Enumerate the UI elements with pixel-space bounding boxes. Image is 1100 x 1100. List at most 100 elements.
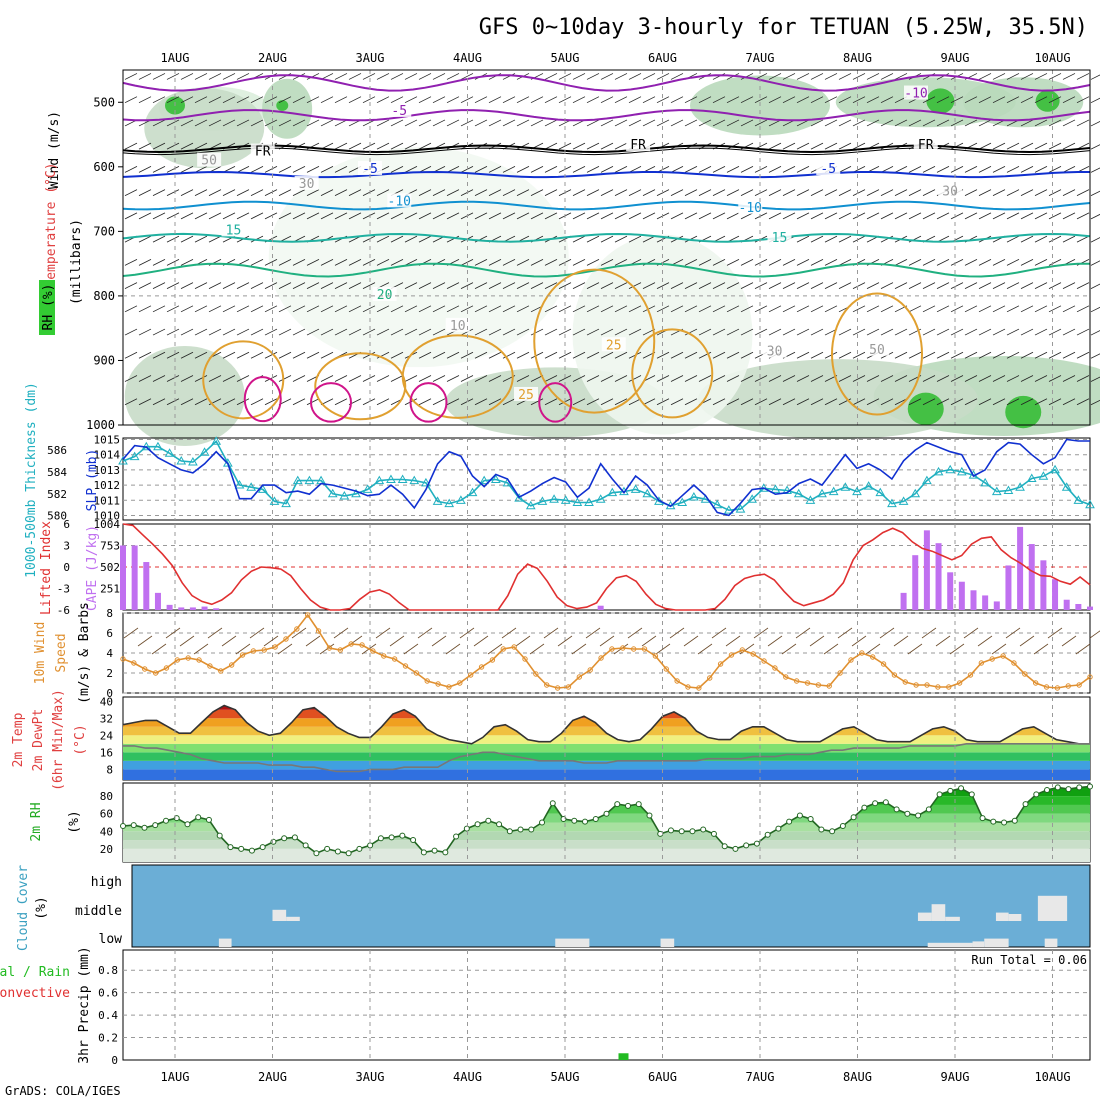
rh-marker [195,814,202,821]
wind-barb [726,96,740,104]
wind-barb [292,189,306,196]
wind-barb-10m [543,627,559,639]
wind-barb [628,328,642,336]
wind-barb [866,328,880,336]
thickness-tick: 586 [47,444,67,457]
wind-barb [1062,235,1076,243]
wind-barb [502,398,516,406]
wind-barb [264,351,278,359]
wind-barb [894,258,908,266]
wind-barb [782,166,796,173]
wind-barb [138,73,152,80]
cape-bar [923,530,930,610]
precip-tick: 0.6 [98,987,118,1000]
thickness-marker [514,493,524,502]
wind-barb [558,142,572,150]
label-bg [387,102,412,117]
wind-barb [1006,142,1020,150]
wind-barb [250,305,264,313]
wind-barb [670,119,684,127]
wind-barb [306,258,320,266]
rh-marker [549,800,556,807]
wind10-marker [305,612,311,618]
wind-barb [320,351,334,359]
wind-barb [138,375,152,382]
wind-barb [754,398,768,406]
wind-barb [138,142,152,150]
wind-barb [488,351,502,359]
wind-barb [656,119,670,127]
wind-barb [544,258,558,266]
thickness-marker [211,436,222,445]
wind-barb [894,398,908,406]
wind-barb [698,305,712,313]
slp-tick: 1014 [94,449,121,462]
wind-barb [978,305,992,313]
wind-barb [390,235,404,243]
wind10-marker [674,678,680,684]
rh-marker [496,821,503,828]
wind-barb [614,212,628,220]
precip-bar [618,1053,629,1060]
label-bg [250,143,275,158]
wind10-marker [457,680,463,686]
x-tick-bottom: 8AUG [843,1070,872,1084]
wind-barb [376,398,390,406]
wind-barb [166,258,180,266]
contour-label: -5 [820,162,836,177]
wind-barb [824,96,838,104]
wind-barb [964,375,978,382]
wind-barb-10m [459,627,475,639]
wind-barb [460,282,474,289]
wind-barb [922,258,936,266]
x-tick-bottom: 7AUG [746,1070,775,1084]
wind-barb [348,328,362,336]
wind-barb [1034,142,1048,150]
wind-barb [180,142,194,150]
wind-barb [362,398,376,406]
wind-barb [866,73,880,80]
wind10-marker [435,681,441,687]
wind-barb [1006,96,1020,104]
wind-barb [124,305,138,313]
wind-barb [222,375,236,382]
wind-barb [306,351,320,359]
wind-barb [362,96,376,104]
wind-barb [1048,351,1062,359]
wind-barb-10m [809,635,825,647]
wind-barb [1062,119,1076,127]
wind-barb [376,189,390,196]
rh-marker [1011,817,1018,824]
wind-barb [782,142,796,150]
wind-barb [978,398,992,406]
wind-barb [222,73,236,80]
wind10-marker [218,668,224,674]
thickness-marker [246,482,257,491]
axis-title-rh2m: 2m RH [29,802,44,841]
contour-line [122,262,1091,278]
wind-barb [908,212,922,220]
wind-barb [824,119,838,127]
wind-barb [796,189,810,196]
wind10-marker [1043,684,1050,690]
wind-barb [600,258,614,266]
wind-barb-10m [417,627,433,639]
cloud-bar [917,912,932,921]
wind10-marker [717,661,724,667]
li-tick: 6 [63,518,70,531]
wind-barb [656,375,670,382]
wind-barb [642,212,656,220]
cloud-bar [1037,895,1068,921]
rh-marker [603,810,610,817]
wind-barb [138,351,152,359]
wind-barb [572,398,586,406]
wind-barb [936,328,950,336]
rh-marker [968,791,975,798]
wind-barb [950,142,964,150]
wind-barb [866,189,880,196]
wind-barb [292,375,306,382]
wind-barb [572,235,586,243]
wind-barb-10m [193,643,209,655]
cloud-bar [931,904,946,921]
